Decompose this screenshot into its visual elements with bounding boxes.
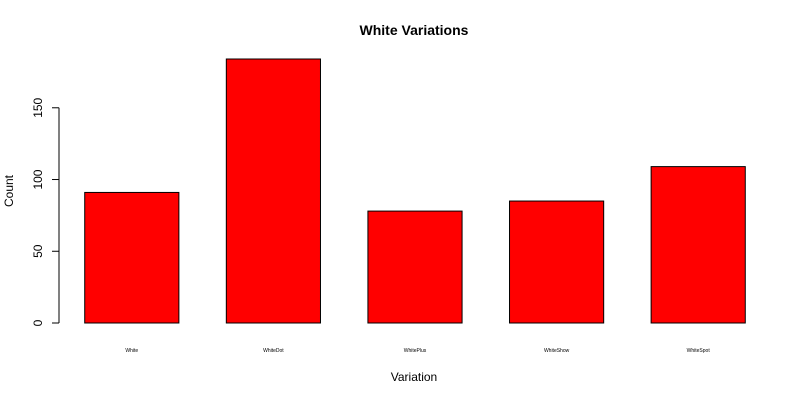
x-tick-label: WhitePlus <box>404 348 427 354</box>
y-tick-label: 50 <box>31 244 45 258</box>
bar-whitedot <box>225 58 321 324</box>
x-tick-label: White <box>125 348 138 354</box>
x-tick-label: WhiteSpot <box>687 348 711 354</box>
bar-whitespot <box>650 166 746 324</box>
x-tick-label: WhiteDot <box>263 348 284 354</box>
y-tick-label: 150 <box>31 97 45 117</box>
y-tick-label: 0 <box>31 319 45 326</box>
bars <box>84 58 746 324</box>
chart-title: White Variations <box>360 22 469 38</box>
y-axis: 0 50 100 150 <box>31 97 60 326</box>
x-tick-label: WhiteShow <box>544 348 570 354</box>
bar-whiteshow <box>509 200 605 324</box>
bar-whiteplus <box>367 210 463 324</box>
y-tick-label: 100 <box>31 169 45 189</box>
y-axis-label: Count <box>2 174 16 207</box>
bar-white <box>84 191 180 324</box>
x-tick-labels: White WhiteDot WhitePlus WhiteShow WhiteSpot <box>125 348 710 354</box>
x-axis-label: Variation <box>391 370 437 384</box>
